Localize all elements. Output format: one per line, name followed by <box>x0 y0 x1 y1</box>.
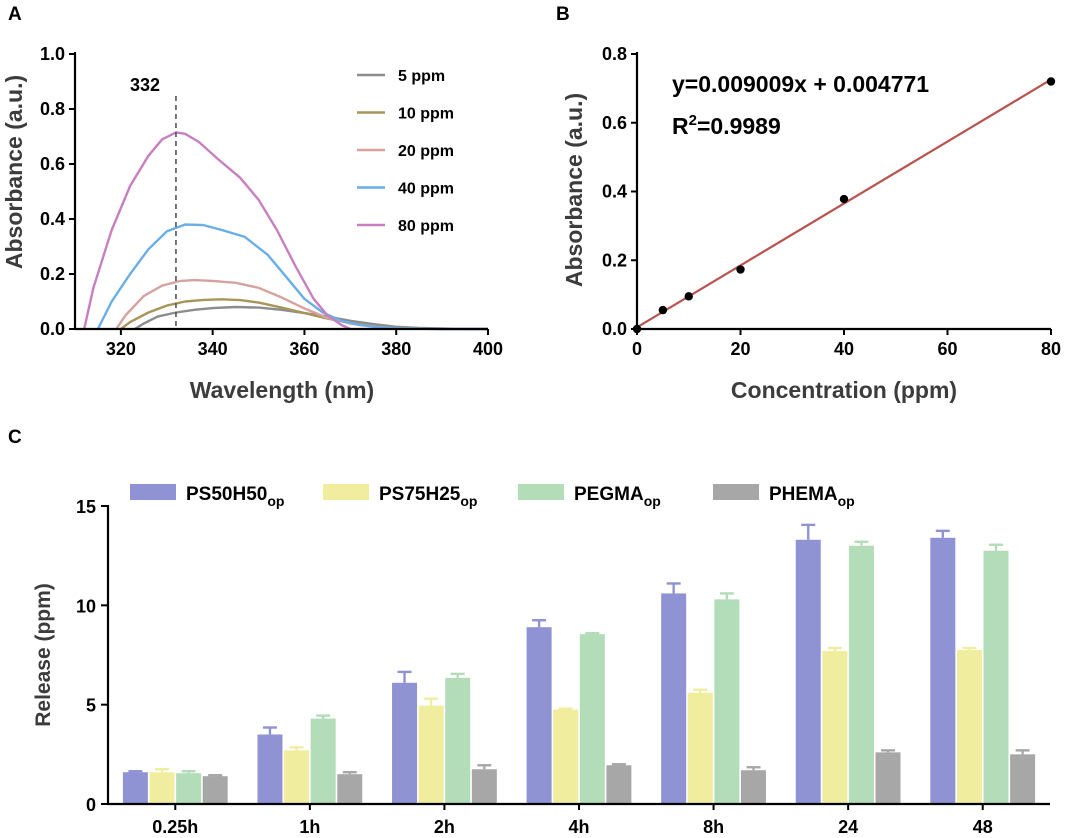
chart-b-data-point <box>736 265 745 274</box>
chart-a-x-tick-label: 360 <box>289 339 319 359</box>
chart-c-bar <box>606 765 632 804</box>
chart-c-bar <box>930 537 956 804</box>
chart-b-y-tick-label: 0.6 <box>602 113 627 133</box>
chart-c-bar <box>687 692 713 804</box>
chart-b-x-tick-label: 20 <box>730 339 750 359</box>
chart-c-x-tick-label: 2h <box>434 817 455 837</box>
chart-b-data-point <box>1046 77 1056 86</box>
chart-c-x-tick-label: 4h <box>568 817 589 837</box>
chart-b-y-tick-label: 0.4 <box>602 182 627 202</box>
chart-c-y-tick-label: 10 <box>76 596 96 616</box>
chart-c-bar <box>579 634 605 804</box>
chart-c-bar <box>848 545 874 804</box>
chart-c-bar <box>956 650 982 804</box>
chart-c-y-tick-label: 5 <box>86 696 96 716</box>
chart-a-legend-label: 20 ppm <box>398 143 454 160</box>
chart-a-legend-label: 40 ppm <box>398 181 454 198</box>
chart-c-y-tick-label: 15 <box>76 497 96 517</box>
chart-a-legend-label: 10 ppm <box>398 106 454 123</box>
chart-c-bar <box>176 773 202 804</box>
chart-b-r-squared: R2=0.9989 <box>672 112 781 139</box>
chart-b-data-point <box>839 194 849 204</box>
chart-b-data-point <box>632 324 642 334</box>
chart-c-bar <box>983 550 1009 804</box>
chart-a-legend-label: 5 ppm <box>398 68 445 85</box>
chart-c-bar <box>149 772 175 804</box>
chart-c-bar <box>257 734 283 804</box>
chart-c-bar <box>526 627 552 804</box>
chart-a-legend-label: 80 ppm <box>398 218 454 235</box>
chart-c-x-tick-label: 0.25h <box>152 817 198 837</box>
chart-b-x-label: Concentration (ppm) <box>731 377 957 403</box>
panel-label-a: A <box>8 4 22 25</box>
chart-c-bar <box>122 772 148 804</box>
chart-b-fit-line <box>636 78 1052 329</box>
chart-c-bar <box>418 705 444 804</box>
chart-b-y-tick-label: 0.2 <box>602 250 627 270</box>
chart-a-x-label: Wavelength (nm) <box>190 377 374 403</box>
chart-b-x-tick-label: 0 <box>632 339 642 359</box>
chart-c-bar <box>822 651 848 804</box>
chart-c-bar <box>795 539 821 804</box>
chart-a-series-line <box>96 223 488 331</box>
chart-a-y-label: Absorbance (a.u.) <box>1 75 27 269</box>
chart-c-bar <box>284 750 310 804</box>
chart-c-legend-swatch <box>713 484 759 500</box>
chart-c-bar <box>1010 754 1036 804</box>
chart-a-x-tick-label: 320 <box>106 339 136 359</box>
chart-c-legend-label: PEGMAop <box>574 484 661 509</box>
chart-c-legend-swatch <box>518 484 564 500</box>
chart-c-x-tick-label: 48 <box>973 817 993 837</box>
chart-c-bar <box>392 682 418 804</box>
chart-b-y-tick-label: 0.0 <box>602 319 627 339</box>
panel-label-c: C <box>8 427 22 448</box>
chart-c-bar <box>202 776 228 804</box>
chart-b: 0.0 0.2 0.4 0.6 0.8 0 20 40 60 80 y=0.009009x + 0… <box>561 44 1061 403</box>
chart-c-x-tick-label: 1h <box>299 817 320 837</box>
chart-c-legend-label: PHEMAop <box>769 484 855 509</box>
chart-b-x-tick-label: 80 <box>1041 339 1061 359</box>
chart-a-x-tick-label: 400 <box>473 339 503 359</box>
chart-b-x-tick-label: 60 <box>937 339 957 359</box>
chart-c-bar <box>553 709 579 804</box>
chart-a-x-tick-label: 340 <box>198 339 228 359</box>
chart-c-bar <box>714 599 740 804</box>
chart-b-y-label: Absorbance (a.u.) <box>561 93 587 287</box>
chart-c-legend-label: PS50H50op <box>186 484 284 509</box>
chart-b-data-point <box>658 305 668 315</box>
chart-c-legend-swatch <box>130 484 176 500</box>
chart-a-y-tick-label: 0.6 <box>40 154 65 174</box>
chart-a-y-tick-label: 1.0 <box>40 44 65 64</box>
chart-c-bar <box>310 718 336 804</box>
chart-b-x-tick-label: 40 <box>834 339 854 359</box>
chart-c-y-tick-label: 0 <box>86 795 96 815</box>
chart-c-bar <box>337 774 363 804</box>
chart-a-y-tick-label: 0.8 <box>40 99 65 119</box>
chart-a-x-tick-label: 380 <box>381 339 411 359</box>
chart-a: 0.0 0.2 0.4 0.6 0.8 1.0 320 340 360 380 400 332 5 … <box>1 44 503 403</box>
chart-c-bar <box>875 752 901 804</box>
chart-c-x-tick-label: 24 <box>838 817 858 837</box>
chart-b-equation: y=0.009009x + 0.004771 <box>672 71 929 97</box>
chart-b-y-tick-label: 0.8 <box>602 44 627 64</box>
chart-a-y-tick-label: 0.4 <box>40 209 65 229</box>
chart-a-peak-annotation: 332 <box>130 75 160 95</box>
chart-c-bar <box>471 769 497 804</box>
chart-c-x-tick-label: 8h <box>703 817 724 837</box>
chart-c-bar <box>740 770 766 804</box>
chart-c-bar <box>661 593 687 804</box>
chart-b-data-point <box>684 292 693 301</box>
chart-a-y-tick-label: 0.0 <box>40 319 65 339</box>
chart-c-y-label: Release (ppm) <box>32 583 55 727</box>
chart-c-legend-label: PS75H25op <box>379 484 477 509</box>
chart-a-y-tick-label: 0.2 <box>40 264 65 284</box>
chart-a-series-line <box>83 131 351 331</box>
chart-c-bar <box>445 677 471 804</box>
chart-c: PS50H50op PS75H25op PEGMAop PHEMAop 0 5 10 15 0… <box>32 484 1050 837</box>
chart-c-legend-swatch <box>323 484 369 500</box>
panel-label-b: B <box>556 4 570 25</box>
